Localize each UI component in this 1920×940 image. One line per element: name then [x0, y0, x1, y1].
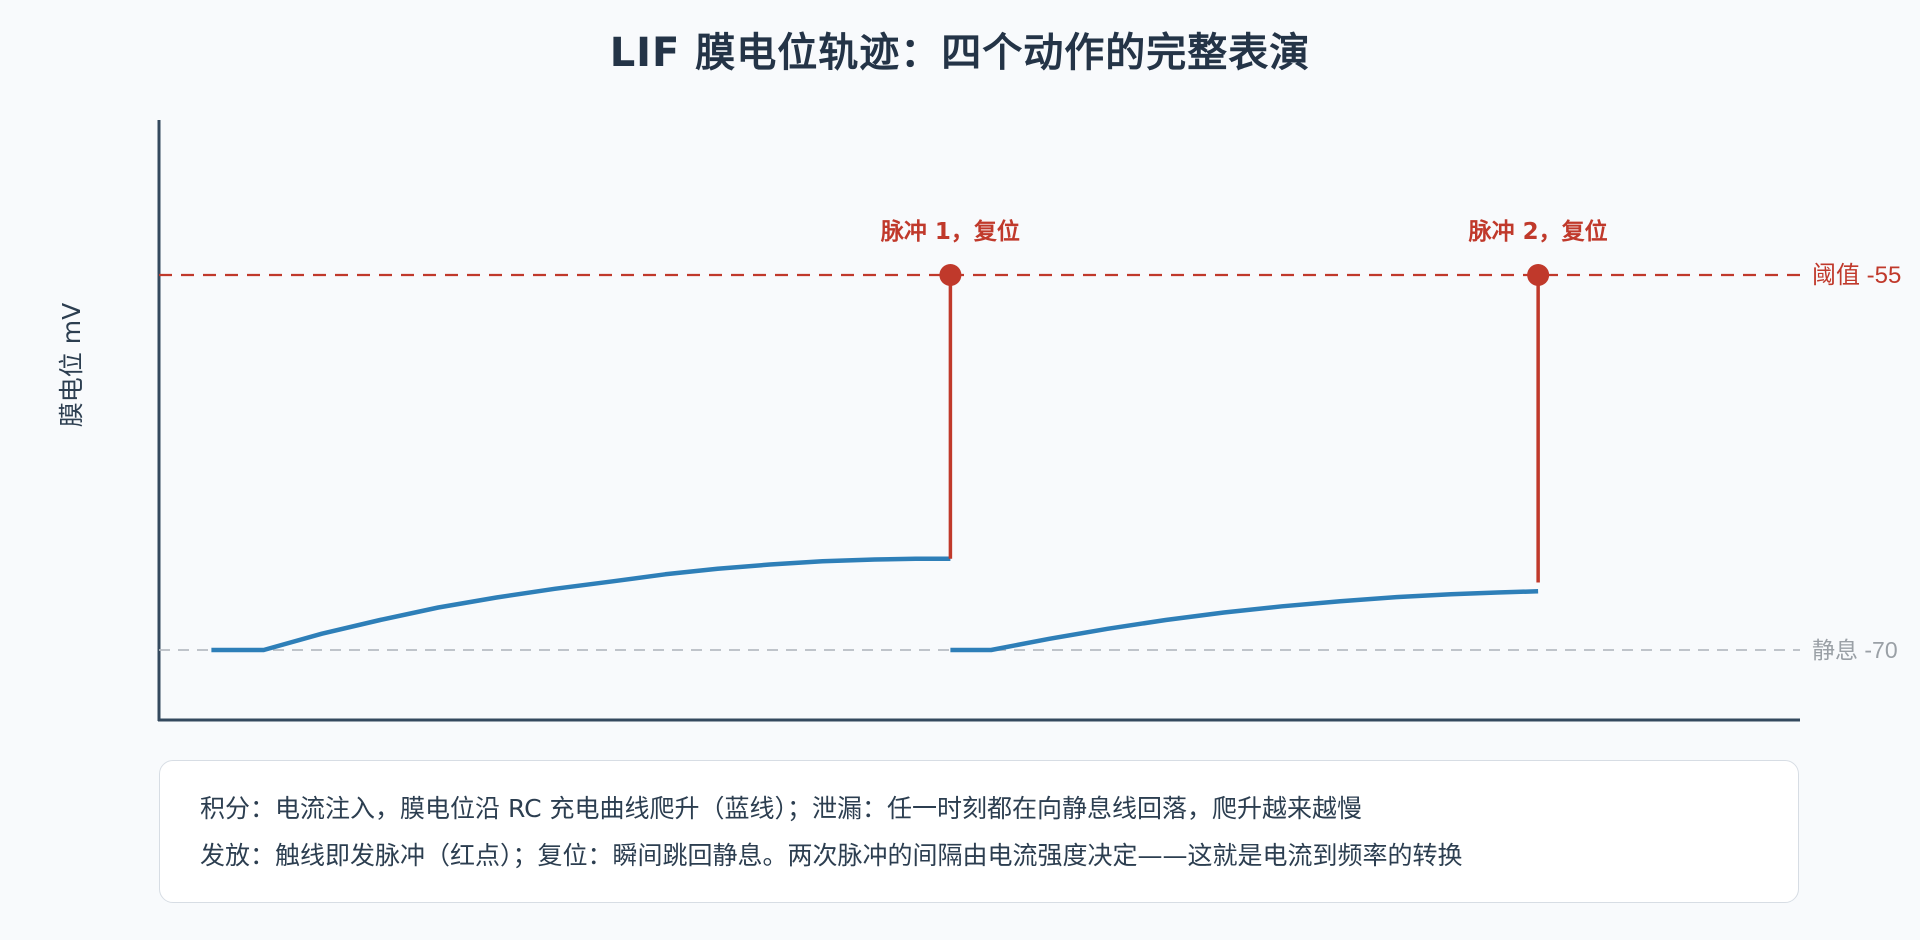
chart-title: LIF 膜电位轨迹：四个动作的完整表演 — [609, 30, 1311, 76]
spike-label-1: 脉冲 1，复位 — [880, 218, 1020, 245]
explanation-box: 积分：电流注入，膜电位沿 RC 充电曲线爬升（蓝线）；泄漏：任一时刻都在向静息线… — [159, 760, 1799, 903]
membrane-potential-chart: 阈值 -55 静息 -70 脉冲 1，复位 脉冲 2，复位 膜电位 mV — [57, 120, 1901, 722]
spike-label-2: 脉冲 2，复位 — [1468, 218, 1608, 245]
spike-group: 脉冲 1，复位 脉冲 2，复位 — [880, 218, 1608, 583]
y-axis-label: 膜电位 mV — [57, 303, 86, 427]
spike-dot-2 — [1527, 264, 1550, 286]
voltage-trace-group — [211, 556, 1539, 653]
caption-line-1: 积分：电流注入，膜电位沿 RC 充电曲线爬升（蓝线）；泄漏：任一时刻都在向静息线… — [200, 794, 1362, 823]
voltage-trace-segment-1 — [211, 556, 951, 653]
caption-line-2: 发放：触线即发脉冲（红点）；复位：瞬间跳回静息。两次脉冲的间隔由电流强度决定——… — [200, 841, 1463, 870]
spike-dot-1 — [939, 264, 962, 286]
rest-label: 静息 -70 — [1812, 637, 1898, 663]
threshold-label: 阈值 -55 — [1812, 262, 1901, 289]
voltage-trace-segment-2 — [950, 589, 1539, 653]
